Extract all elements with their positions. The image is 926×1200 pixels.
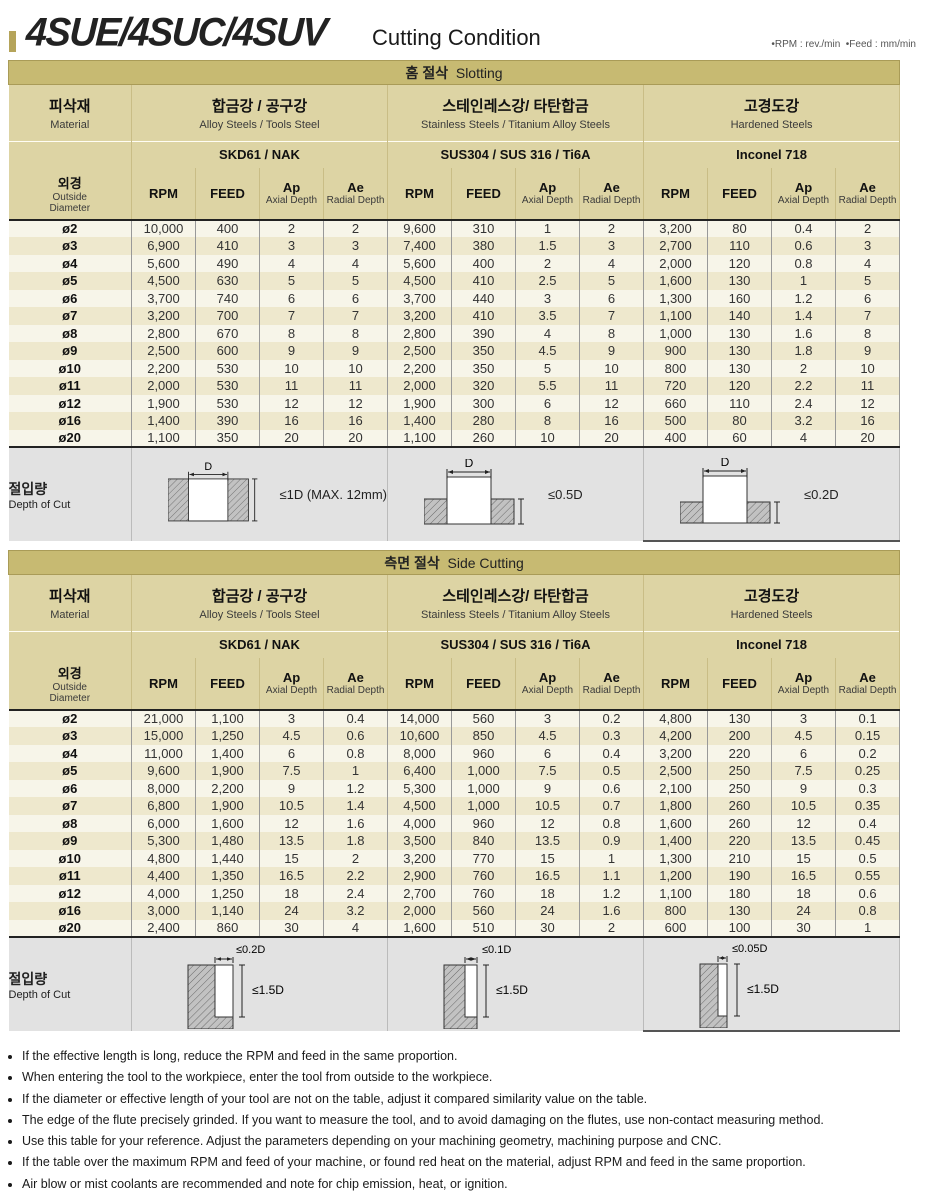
- svg-text:≤0.1D: ≤0.1D: [482, 944, 511, 956]
- svg-text:≤0.2D: ≤0.2D: [236, 944, 265, 956]
- svg-text:≤1.5D: ≤1.5D: [496, 983, 528, 997]
- svg-text:≤1.5D: ≤1.5D: [252, 983, 284, 997]
- svg-text:D: D: [465, 459, 474, 470]
- svg-text:≤0.05D: ≤0.05D: [732, 943, 767, 955]
- svg-text:≤1.5D: ≤1.5D: [747, 982, 779, 996]
- svg-text:D: D: [721, 458, 730, 469]
- svg-text:D: D: [204, 460, 212, 472]
